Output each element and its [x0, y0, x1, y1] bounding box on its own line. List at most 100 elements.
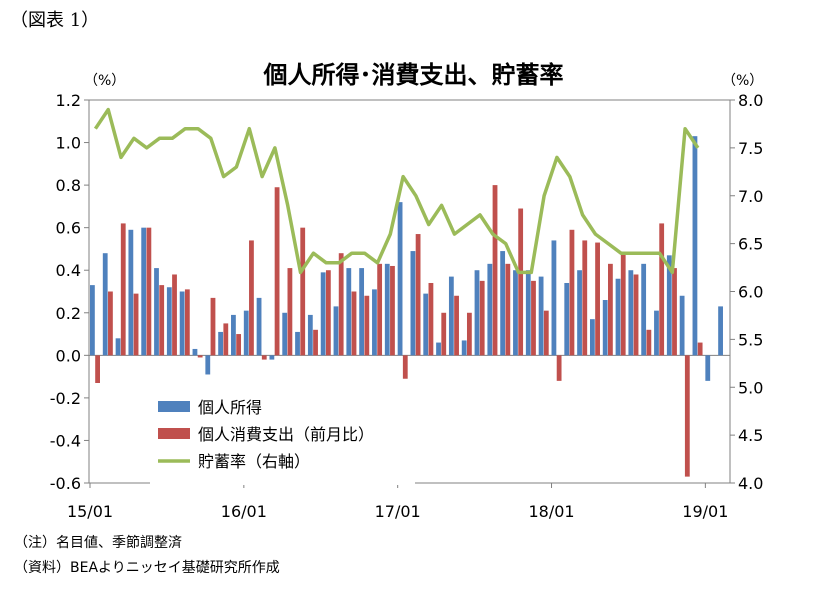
pce-bar — [197, 355, 203, 358]
income-bar — [90, 285, 95, 356]
right-axis-tick-label: 4.5 — [738, 426, 763, 445]
right-axis-tick-label: 7.5 — [738, 139, 763, 158]
pce-bar — [518, 208, 524, 356]
income-bar — [654, 310, 659, 356]
income-bar — [141, 227, 147, 356]
pce-bar — [338, 253, 344, 356]
chart-note: （注）名目値、季節調整済 — [14, 535, 182, 551]
income-bar — [602, 300, 608, 356]
chart-source: （資料）BEAよりニッセイ基礎研究所作成 — [14, 560, 280, 576]
pce-bar — [620, 253, 626, 356]
pce-bar — [672, 268, 677, 356]
income-bar — [205, 355, 211, 375]
income-bar — [538, 276, 544, 356]
left-axis-tick-label: 0.6 — [56, 219, 81, 238]
income-bar — [282, 312, 288, 356]
pce-bar — [236, 334, 242, 356]
chart-title: 個人所得･消費支出、貯蓄率 — [263, 61, 564, 89]
pce-bar — [210, 297, 216, 356]
pce-bar — [287, 268, 293, 356]
income-bar — [359, 268, 365, 356]
x-axis-tick-label: 18/01 — [528, 502, 574, 521]
right-axis-tick-label: 8.0 — [738, 91, 763, 110]
income-bar — [628, 270, 634, 356]
pce-bar — [582, 240, 588, 356]
pce-bar — [569, 229, 575, 356]
income-bar — [525, 270, 531, 356]
income-bar — [448, 276, 454, 356]
left-axis-tick-label: -0.2 — [50, 389, 81, 408]
x-axis-tick-label: 19/01 — [682, 502, 728, 521]
income-bar — [243, 310, 249, 356]
income-bar — [102, 253, 108, 356]
income-bar — [384, 263, 390, 356]
pce-bar — [377, 263, 383, 356]
income-bar — [500, 251, 506, 356]
income-bar — [564, 282, 570, 356]
right-axis-tick-label: 6.5 — [738, 235, 763, 254]
pce-bar — [108, 291, 113, 356]
income-bar — [705, 355, 711, 381]
income-bar — [128, 229, 134, 356]
pce-bar — [120, 223, 126, 356]
income-bar — [410, 251, 416, 356]
pce-bar — [351, 291, 357, 356]
left-axis-tick-label: 0.0 — [56, 346, 81, 365]
left-axis-tick-label: 1.2 — [56, 91, 81, 110]
income-bar — [372, 289, 377, 356]
pce-bar — [441, 312, 447, 356]
income-bar — [192, 348, 198, 356]
pce-bar — [364, 295, 370, 356]
pce-bar — [390, 265, 395, 356]
income-bar — [589, 319, 595, 356]
income-bar — [513, 270, 518, 356]
pce-bar — [531, 280, 536, 356]
right-axis-tick-label: 4.0 — [738, 474, 763, 493]
legend-swatch-pce — [158, 428, 190, 439]
pce-bar — [249, 240, 254, 356]
income-bar — [320, 272, 326, 356]
pce-bar — [325, 270, 331, 356]
left-axis-tick-label: -0.4 — [50, 431, 81, 450]
pce-bar — [428, 282, 434, 356]
legend-label-pce: 個人消費支出（前月比） — [198, 425, 374, 444]
pce-bar — [146, 227, 152, 356]
income-bar — [423, 293, 429, 356]
pce-bar — [659, 223, 665, 356]
left-axis-tick-label: -0.6 — [50, 474, 81, 493]
income-bar — [692, 136, 698, 356]
income-bar — [115, 338, 121, 356]
pce-bar — [492, 185, 498, 356]
figure-label: （図表 1） — [10, 10, 100, 31]
pce-bar — [633, 274, 639, 356]
pce-bar — [261, 355, 267, 360]
pce-bar — [608, 263, 613, 356]
income-bar — [474, 270, 480, 356]
x-axis-tick-label: 16/01 — [221, 502, 267, 521]
legend-label-income: 個人所得 — [198, 398, 262, 417]
pce-bar — [646, 329, 652, 356]
pce-bar — [466, 312, 472, 356]
income-bar — [577, 270, 582, 356]
pce-bar — [274, 187, 280, 356]
income-bar — [436, 342, 441, 356]
income-bar — [679, 295, 685, 356]
income-bar — [397, 202, 403, 356]
income-bar — [346, 268, 352, 356]
left-axis-tick-label: 0.8 — [56, 176, 81, 195]
income-bar — [179, 291, 185, 356]
saving-rate-line — [93, 107, 700, 275]
pce-bar — [300, 227, 306, 356]
pce-bar — [479, 280, 485, 356]
income-bar — [295, 331, 300, 356]
legend-label-saving: 貯蓄率（右軸） — [198, 452, 310, 471]
pce-bar — [133, 293, 139, 356]
pce-bar — [402, 355, 408, 379]
left-axis-tick-label: 0.4 — [56, 261, 81, 280]
pce-bar — [543, 310, 549, 356]
pce-bar — [172, 274, 177, 356]
income-bar — [641, 263, 647, 356]
legend-box — [150, 397, 415, 485]
income-bar — [166, 287, 172, 356]
